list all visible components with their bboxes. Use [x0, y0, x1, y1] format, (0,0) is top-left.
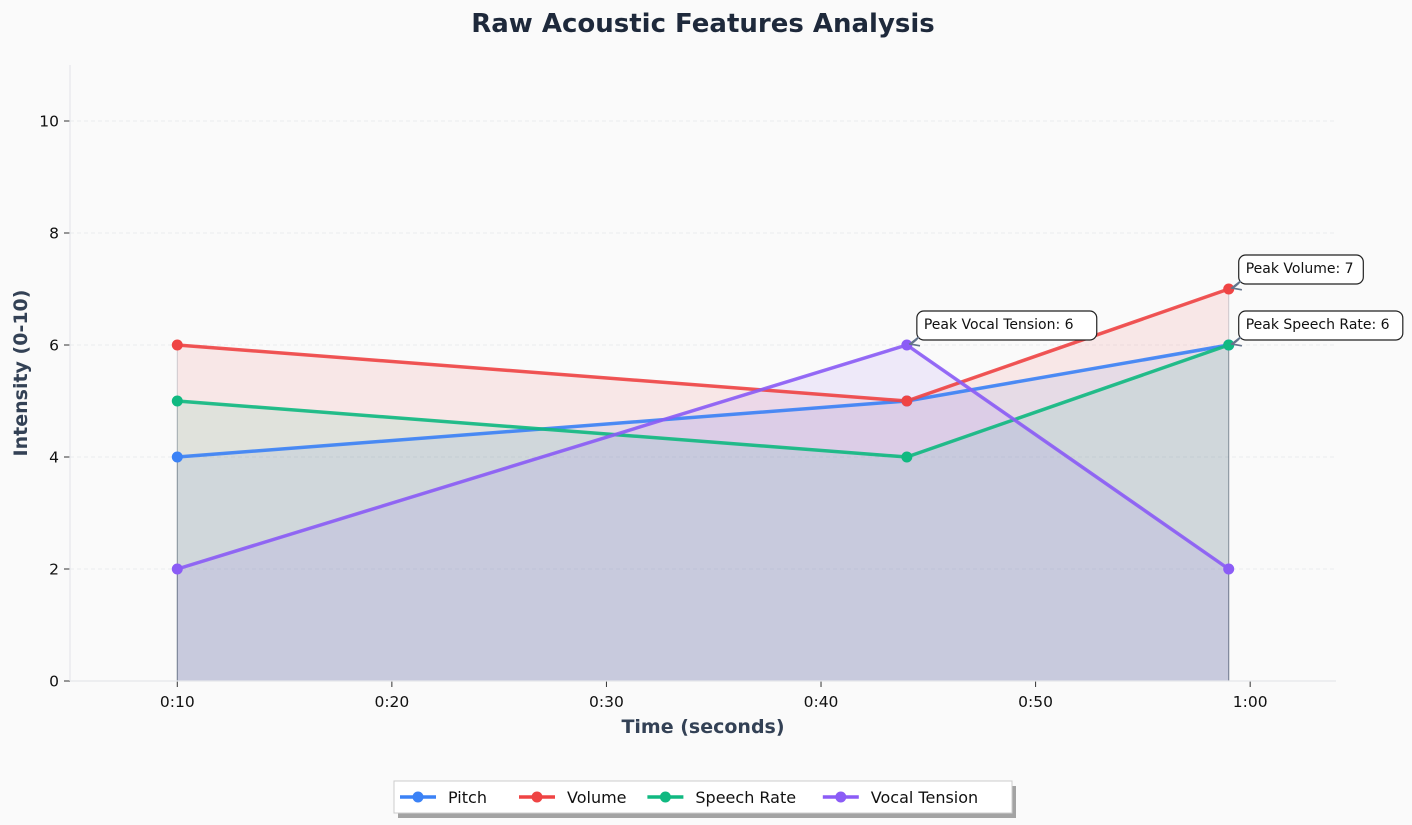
y-axis-label: Intensity (0-10) — [10, 290, 32, 457]
y-tick-label-0: 0 — [49, 673, 59, 691]
annotation-text: Peak Vocal Tension: 6 — [924, 317, 1074, 333]
data-point-pitch — [171, 451, 183, 463]
chart-title: Raw Acoustic Features Analysis — [471, 9, 935, 39]
annotation-box — [1238, 310, 1404, 341]
data-point-speech-rate — [171, 395, 183, 407]
annotation-arrow — [1232, 280, 1241, 288]
data-point-volume — [1223, 283, 1235, 295]
x-tick-label-0:10: 0:10 — [160, 693, 195, 711]
annotation-text: Peak Speech Rate: 6 — [1246, 317, 1390, 333]
legend-marker-pitch — [412, 791, 424, 803]
legend: Pitch Volume Speech Rate Vocal Tension — [393, 780, 1016, 818]
legend-marker-vocal-tension — [835, 791, 847, 803]
series-points — [171, 283, 1235, 575]
legend-label-volume: Volume — [567, 788, 627, 807]
legend-marker-volume — [531, 791, 543, 803]
annotation-text: Peak Volume: 7 — [1246, 261, 1354, 277]
legend-label-vocal-tension: Vocal Tension — [871, 788, 978, 807]
y-tick-label-4: 4 — [49, 449, 59, 467]
x-tick-label-0:40: 0:40 — [804, 693, 839, 711]
data-point-vocal-tension — [1223, 563, 1235, 575]
x-tick-label-1:00: 1:00 — [1233, 693, 1268, 711]
axes: 0 2 4 6 8 10 0:10 0:20 0:30 0:40 0:50 1:00 — [39, 65, 1336, 711]
legend-label-pitch: Pitch — [448, 788, 487, 807]
legend-label-speech-rate: Speech Rate — [695, 788, 796, 807]
annotation-box — [1238, 254, 1364, 285]
series-area-fills — [176, 288, 1230, 682]
y-tick-label-6: 6 — [49, 337, 59, 355]
annotation-arrow — [910, 336, 919, 344]
legend-marker-speech-rate — [659, 791, 671, 803]
y-tick-label-2: 2 — [49, 561, 59, 579]
data-point-volume — [171, 339, 183, 351]
x-tick-label-0:20: 0:20 — [374, 693, 409, 711]
x-tick-label-0:50: 0:50 — [1018, 693, 1053, 711]
annotations: Peak Volume: 7 Peak Vocal Tension: 6 Peak … — [910, 254, 1404, 344]
x-tick-label-0:30: 0:30 — [589, 693, 624, 711]
gridlines — [70, 120, 1336, 570]
data-point-speech-rate — [901, 451, 913, 463]
data-point-volume — [901, 395, 913, 407]
data-point-vocal-tension — [171, 563, 183, 575]
annotation-box — [916, 310, 1098, 341]
data-point-vocal-tension — [901, 339, 913, 351]
x-axis-label: Time (seconds) — [621, 716, 784, 738]
y-tick-label-10: 10 — [39, 113, 59, 131]
legend-box — [393, 780, 1013, 814]
annotation-arrow — [1232, 336, 1241, 344]
data-point-speech-rate — [1223, 339, 1235, 351]
y-tick-label-8: 8 — [49, 225, 59, 243]
plot-area: 0 2 4 6 8 10 0:10 0:20 0:30 0:40 0:50 1:00 Peak Vol… — [39, 65, 1404, 711]
